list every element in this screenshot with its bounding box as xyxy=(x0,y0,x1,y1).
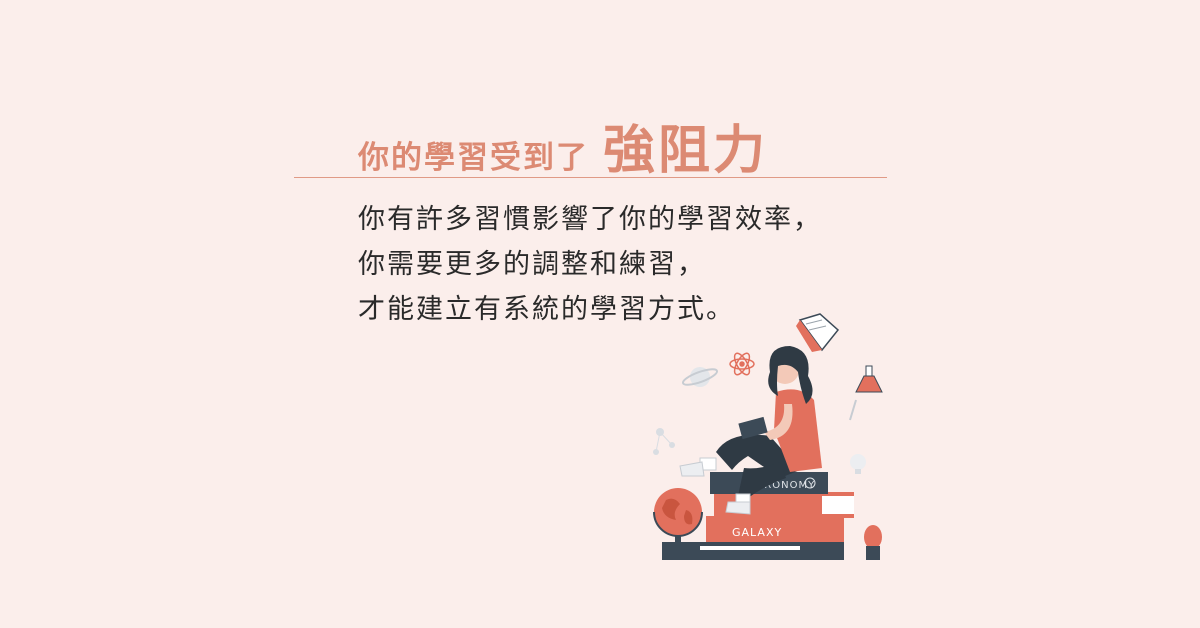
book-label-galaxy: GALAXY xyxy=(732,526,782,539)
girl-figure xyxy=(679,346,822,515)
title-main-text: 你的學習受到了 xyxy=(358,140,589,176)
atom-icon xyxy=(729,352,755,376)
title-accent-text: 強阻力 xyxy=(603,121,769,181)
student-reading-illustration: ASTRONOMY GALAXY xyxy=(653,313,883,560)
description-line: 你需要更多的調整和練習， xyxy=(358,249,706,280)
description: 你有許多習慣影響了你的學習效率， 你需要更多的調整和練習， 才能建立有系統的學習… xyxy=(358,197,898,332)
divider xyxy=(294,177,887,178)
book-label-astronomy: ASTRONOMY xyxy=(742,480,815,491)
molecule-icon xyxy=(653,428,675,455)
flask-icon xyxy=(849,365,883,421)
globe-icon xyxy=(653,488,703,547)
page-title: 你的學習受到了 強阻力 xyxy=(358,108,768,183)
description-line: 才能建立有系統的學習方式。 xyxy=(358,294,735,325)
lightbulb-icon xyxy=(850,454,866,474)
planet-icon xyxy=(681,367,719,387)
open-book-icon xyxy=(796,313,840,352)
cactus-icon xyxy=(864,525,882,560)
description-line: 你有許多習慣影響了你的學習效率， xyxy=(358,204,822,235)
